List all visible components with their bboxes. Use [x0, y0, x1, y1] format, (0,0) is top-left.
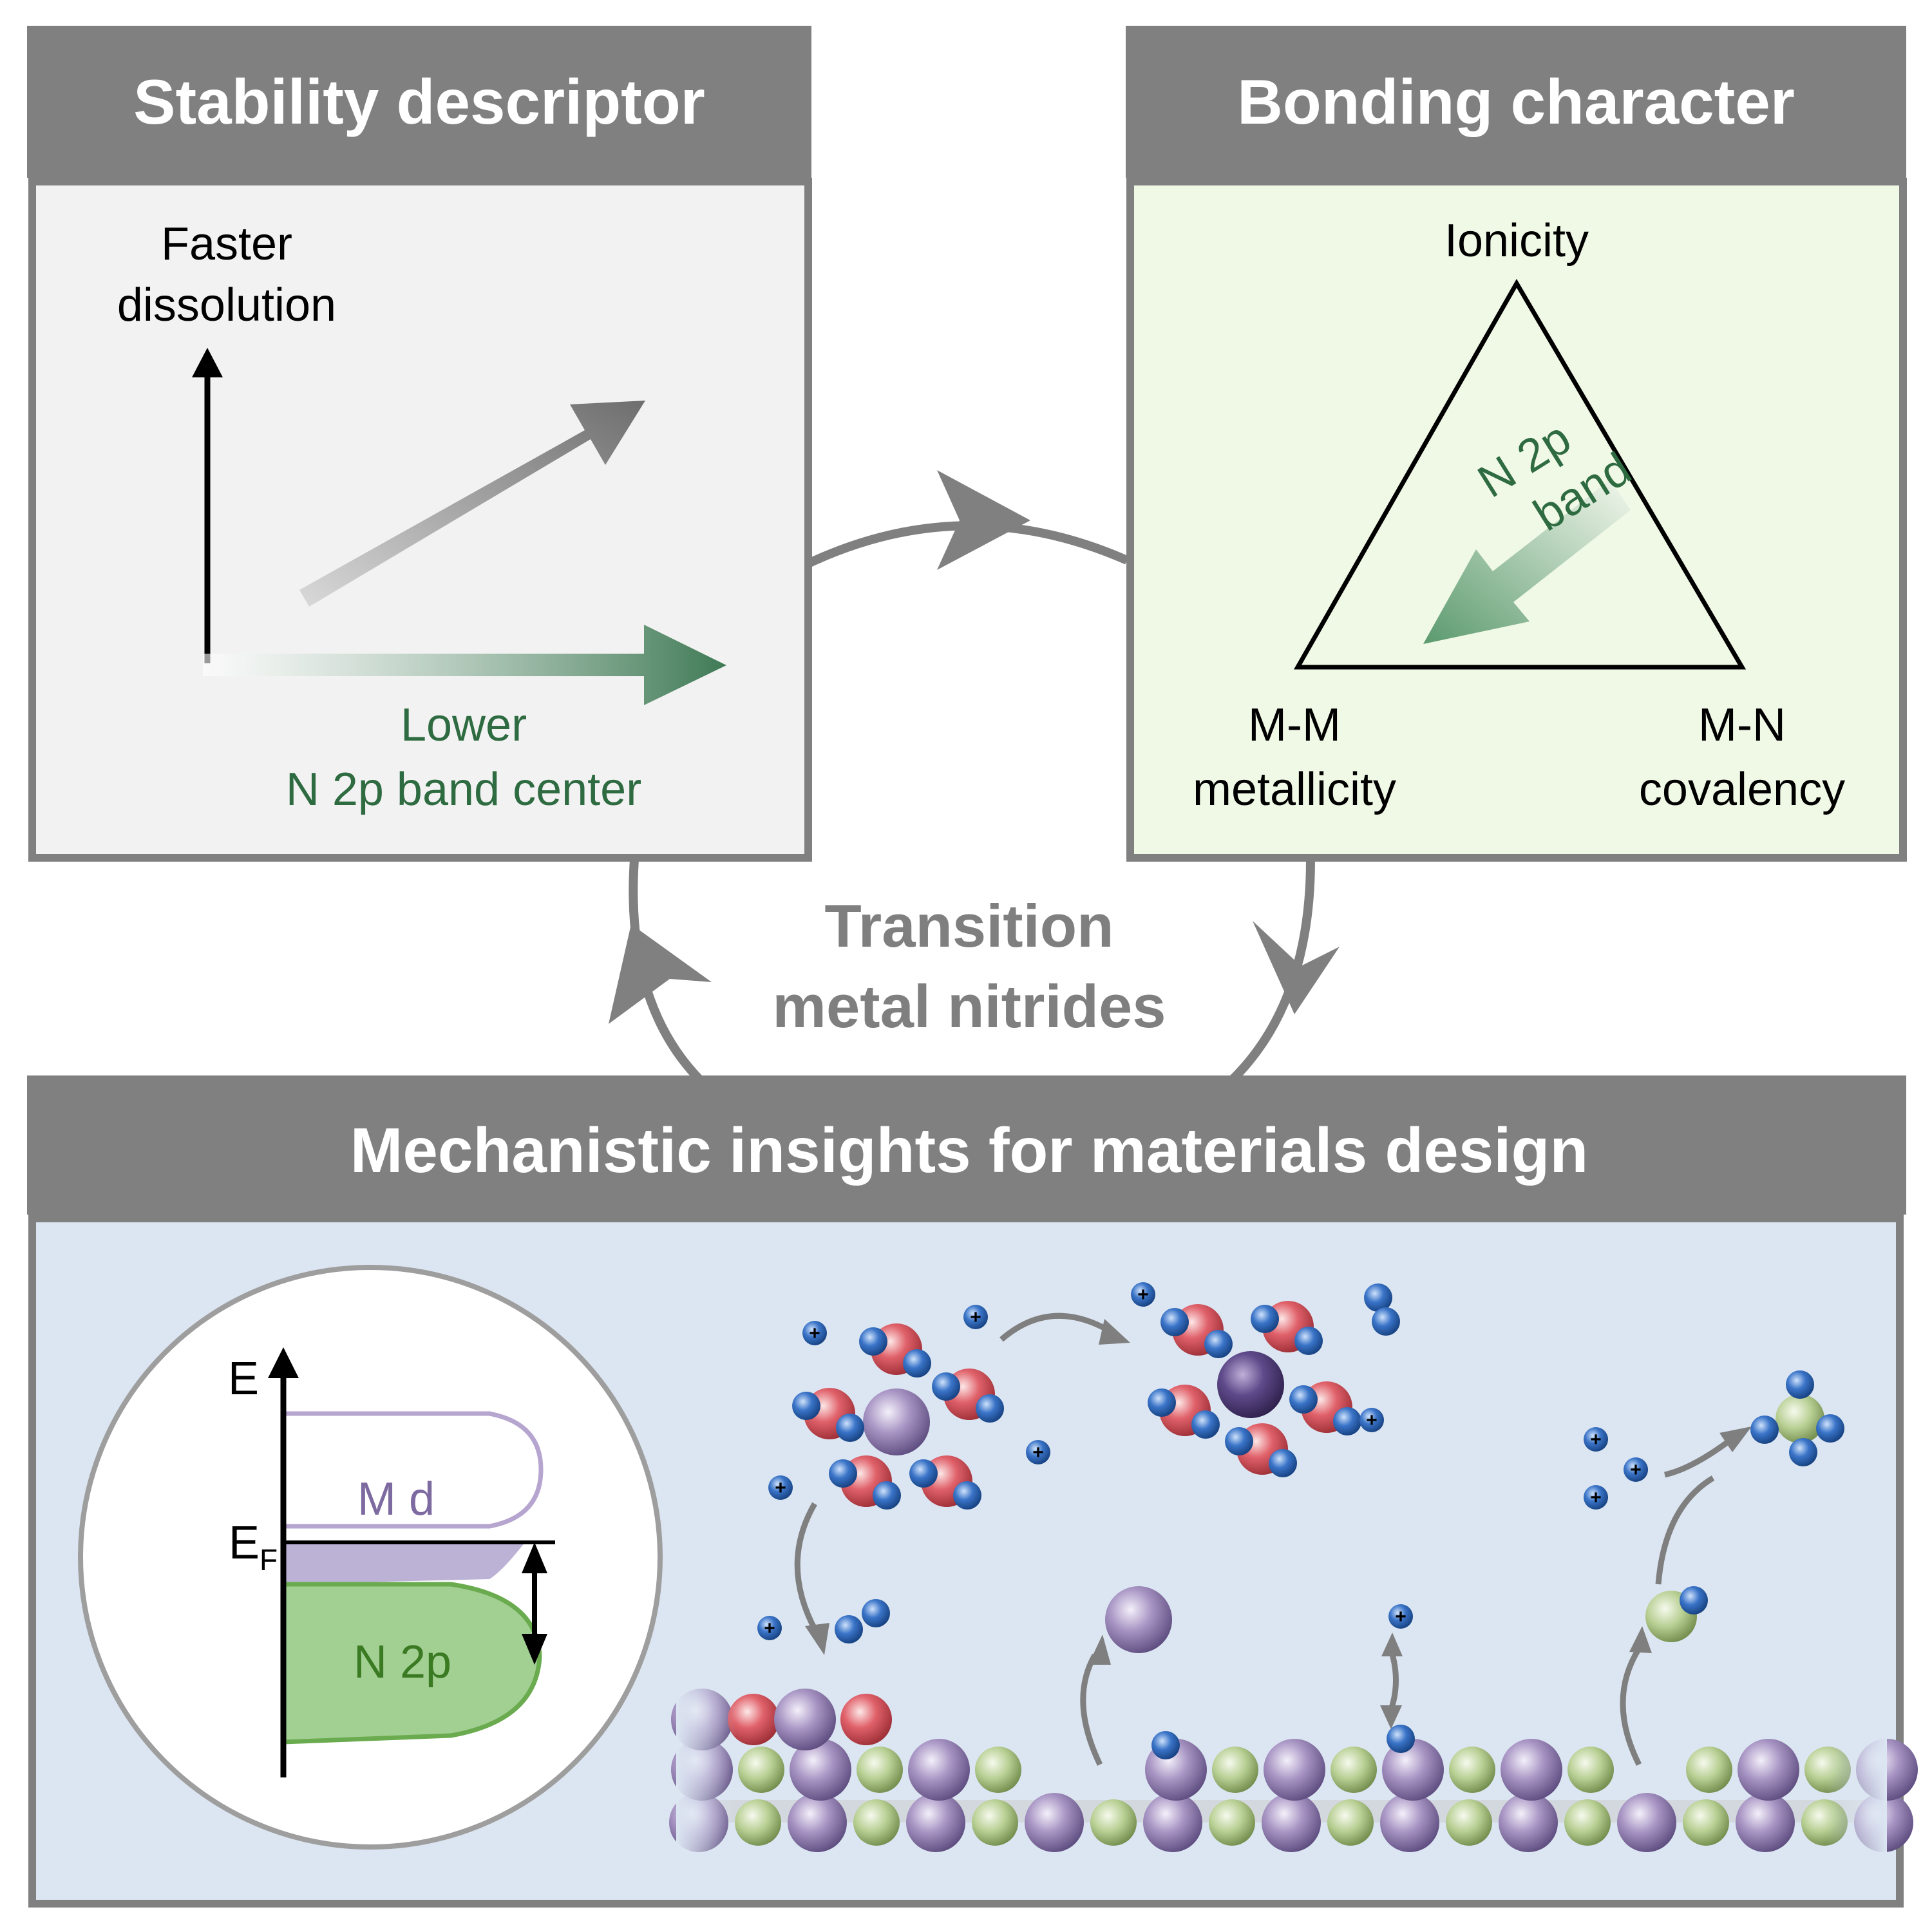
md-occupied [283, 1542, 525, 1584]
arrow-to-surface [794, 1502, 819, 1634]
md-band [281, 1411, 544, 1529]
n2p-band [281, 1582, 542, 1745]
vertex-ionicity: Ionicity [1444, 215, 1589, 267]
y-axis-arrowhead-icon [192, 348, 223, 377]
arrowhead-icon [1629, 1626, 1652, 1653]
x-axis-label-2: N 2p band center [286, 764, 641, 815]
bonding-panel: Bonding character Ionicity N 2p band M-M… [1126, 26, 1907, 862]
arrowhead-icon [1088, 1634, 1111, 1665]
center-label-2: metal nitrides [772, 972, 1166, 1040]
n2p-band-arrow [1423, 480, 1631, 644]
surface-lattice [669, 1649, 1918, 1868]
n2p-label: N 2p [354, 1636, 451, 1688]
chevron-right-icon [937, 470, 1030, 570]
arrow-metal-dissolve [1080, 1653, 1103, 1766]
mechanistic-title: Mechanistic insights for materials desig… [350, 1115, 1588, 1186]
vertex-mm-2: metallicity [1193, 764, 1396, 815]
arrowhead-icon [1381, 1633, 1403, 1656]
chevron-up-icon [609, 924, 712, 1024]
y-axis-label-1: Faster [161, 218, 292, 270]
band-gap-arrowhead-up-icon [522, 1542, 547, 1573]
md-label: M d [357, 1473, 435, 1525]
fermi-label: EF [229, 1517, 278, 1577]
solvated-cluster-right [1131, 1282, 1400, 1477]
arrowhead-icon [1719, 1426, 1752, 1452]
stability-panel: Stability descriptor Faster dissolution … [27, 26, 812, 862]
adsorbates [1105, 1586, 1708, 1759]
energy-label: E [228, 1353, 259, 1405]
band-gap-arrowhead-down-icon [522, 1634, 547, 1665]
stability-title: Stability descriptor [133, 66, 705, 137]
vertex-mm-1: M-M [1248, 699, 1341, 751]
arrow-nitrogen-up [1655, 1475, 1715, 1585]
vertex-mn-1: M-N [1698, 699, 1786, 751]
bonding-triangle [1293, 279, 1747, 670]
chevron-down-icon [1253, 921, 1340, 1014]
solvated-cluster-left [768, 1305, 1050, 1510]
free-water [757, 1599, 890, 1643]
vertex-mn-2: covalency [1639, 764, 1845, 815]
energy-axis-arrowhead-icon [268, 1347, 299, 1378]
arrow-cluster-to-cluster [999, 1312, 1110, 1342]
cycle-arrows [609, 470, 1340, 1086]
trend-arrow [299, 401, 645, 607]
process-arrowheads [805, 1319, 1752, 1729]
process-arrows [794, 1312, 1738, 1766]
band-diagram: E EF M d N 2p [78, 1265, 663, 1850]
arrowhead-icon [1099, 1319, 1130, 1345]
solvated-species-right [1584, 1370, 1844, 1510]
arrowhead-icon [1380, 1705, 1402, 1729]
y-axis-label-2: dissolution [117, 279, 336, 331]
bonding-title: Bonding character [1237, 66, 1795, 137]
mechanistic-panel: Mechanistic insights for materials desig… [27, 1075, 1918, 1908]
arrowhead-icon [805, 1623, 829, 1655]
arrow-nitrogen-release [1620, 1647, 1642, 1766]
center-label-1: Transition [824, 892, 1113, 960]
x-axis-arrow [203, 625, 726, 705]
x-axis-label-1: Lower [401, 699, 527, 751]
